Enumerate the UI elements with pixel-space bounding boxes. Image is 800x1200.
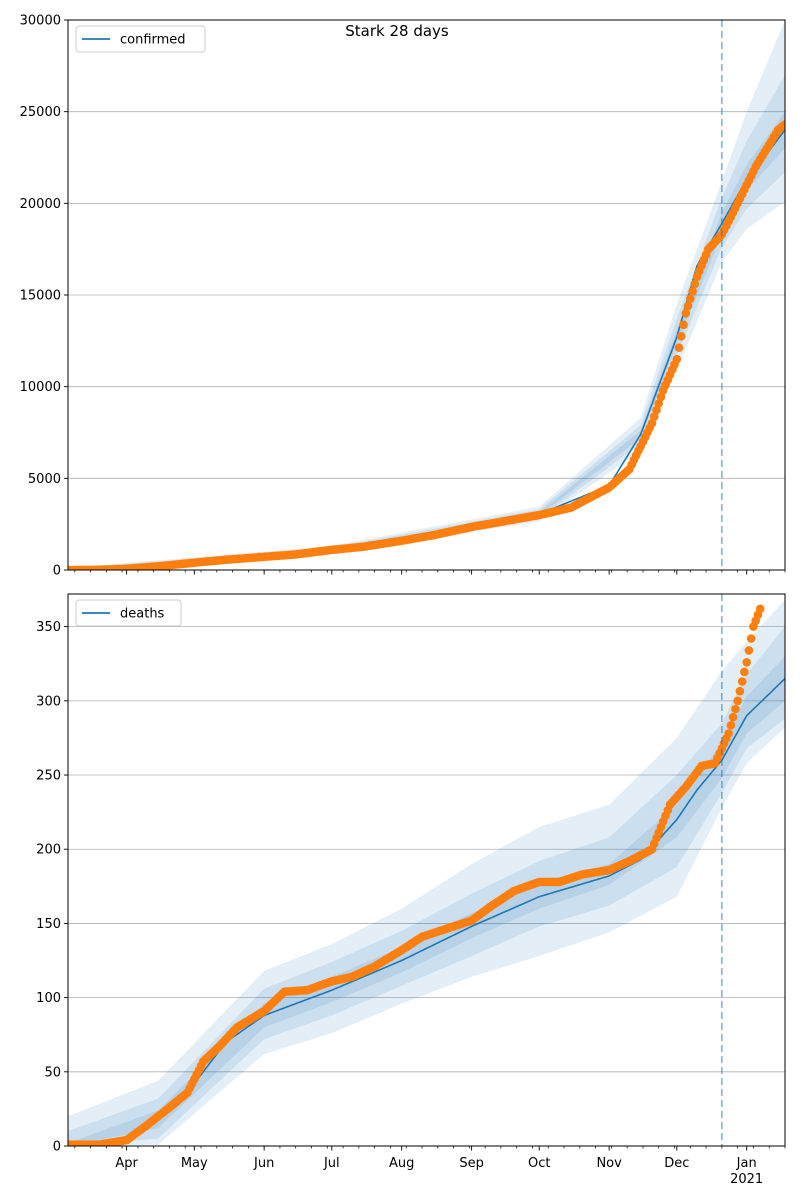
x-tick-label: Jun bbox=[253, 1156, 274, 1171]
confirmed-legend-label: confirmed bbox=[120, 33, 186, 48]
deaths-band-middle bbox=[68, 626, 785, 1146]
confirmed-panel: 0 5000 10000 15000 20000 25000 30000 confirmed bbox=[20, 14, 786, 579]
confirmed-observed-point bbox=[649, 412, 659, 422]
deaths-observed-point bbox=[728, 712, 738, 722]
deaths-observed-point bbox=[731, 704, 740, 714]
confirmed-observed-point bbox=[780, 120, 785, 129]
confirmed-y-tick-label: 20000 bbox=[20, 197, 61, 212]
deaths-y-tick-label: 150 bbox=[36, 917, 61, 932]
x-tick-label: Nov bbox=[596, 1156, 622, 1171]
confirmed-legend-box bbox=[75, 25, 206, 53]
confirmed-observed-point bbox=[683, 301, 693, 311]
deaths-observed-point bbox=[742, 658, 751, 667]
x-tick-label: Apr bbox=[115, 1156, 138, 1171]
x-tick-label: Aug bbox=[389, 1156, 414, 1171]
x-tick-label: Jul bbox=[323, 1156, 340, 1171]
deaths-observed-point bbox=[735, 686, 745, 696]
confirmed-observed-point bbox=[652, 405, 661, 415]
deaths-legend: deaths bbox=[75, 599, 182, 627]
deaths-legend-label: deaths bbox=[120, 607, 165, 622]
deaths-observed-point bbox=[737, 677, 747, 686]
deaths-observed-point bbox=[746, 634, 756, 643]
confirmed-observed-point bbox=[679, 320, 688, 330]
deaths-observed-point bbox=[740, 667, 749, 677]
deaths-observed-point bbox=[744, 646, 754, 655]
deaths-observed-point bbox=[733, 696, 742, 706]
deaths-y-tick-label: 250 bbox=[36, 769, 61, 784]
x-tick-label: Sep bbox=[459, 1156, 484, 1171]
deaths-observed-point bbox=[755, 604, 765, 614]
deaths-band-outer bbox=[68, 599, 785, 1146]
deaths-y-tick-label: 50 bbox=[44, 1065, 61, 1080]
confirmed-observed-point bbox=[654, 399, 663, 408]
confirmed-observed-point bbox=[686, 294, 695, 304]
confirmed-legend: confirmed bbox=[75, 25, 206, 53]
confirmed-observed-point bbox=[688, 287, 697, 296]
figure-title: Stark 28 days bbox=[345, 22, 449, 40]
confirmed-y-tick-label: 0 bbox=[53, 564, 61, 579]
deaths-plot-area bbox=[68, 599, 785, 1146]
deaths-axes-frame bbox=[67, 593, 786, 1147]
deaths-y-tick-label: 100 bbox=[36, 991, 61, 1006]
confirmed-observed-point bbox=[677, 332, 686, 341]
deaths-y-tick-label: 300 bbox=[36, 694, 61, 709]
confirmed-observed-point bbox=[672, 354, 682, 364]
x-tick-label: Dec bbox=[664, 1156, 689, 1171]
x-tick-label: May bbox=[181, 1156, 208, 1171]
confirmed-y-tick-label: 15000 bbox=[20, 289, 61, 304]
confirmed-observed-point bbox=[690, 279, 700, 289]
confirmed-y-tick-label: 5000 bbox=[28, 472, 61, 487]
deaths-panel: 0 50 100 150 200 250 300 350 Apr May Jun Jul Aug Sep O… bbox=[36, 593, 786, 1187]
confirmed-observed-point bbox=[674, 343, 684, 353]
confirmed-observed-point bbox=[647, 419, 657, 428]
confirmed-y-tick-label: 25000 bbox=[20, 105, 61, 120]
deaths-y-tick-label: 0 bbox=[53, 1140, 61, 1155]
deaths-y-tick-label: 200 bbox=[36, 843, 61, 858]
confirmed-observed-point bbox=[656, 392, 666, 402]
confirmed-y-tick-label: 30000 bbox=[20, 14, 61, 29]
deaths-legend-box bbox=[75, 599, 182, 627]
confirmed-plot-area bbox=[68, 20, 785, 570]
x-tick-label: Jan bbox=[736, 1156, 757, 1171]
x-tick-label: Oct bbox=[528, 1156, 550, 1171]
deaths-observed-point bbox=[726, 721, 736, 730]
deaths-observed-point bbox=[724, 729, 733, 738]
x-tick-year-label: 2021 bbox=[730, 1172, 763, 1187]
confirmed-y-tick-label: 10000 bbox=[20, 380, 61, 395]
deaths-y-tick-label: 350 bbox=[36, 620, 61, 635]
confirmed-observed-point bbox=[681, 309, 691, 318]
